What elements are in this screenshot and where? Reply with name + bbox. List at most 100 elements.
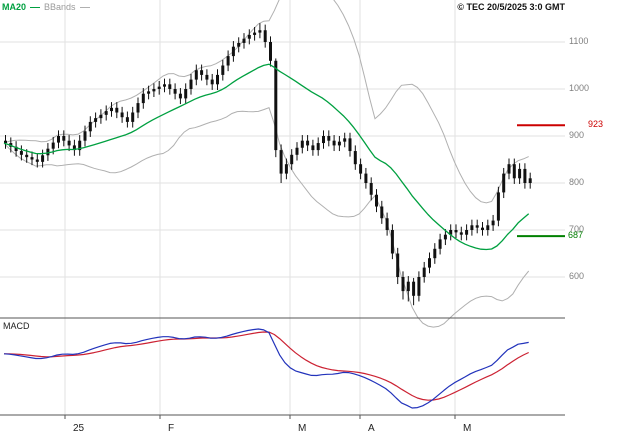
candle-body: [433, 248, 437, 259]
price-tick-label: 1000: [569, 83, 590, 93]
candle-body: [343, 138, 347, 142]
candle-body: [327, 136, 331, 141]
candle-body: [35, 159, 39, 162]
candle-body: [247, 34, 251, 39]
copyright-text: © TEC 20/5/2025 3:0 GMT: [457, 2, 565, 12]
candle-body: [72, 145, 76, 151]
time-axis-label: 25: [73, 423, 85, 434]
candle-body: [194, 70, 198, 80]
candle-body: [189, 79, 193, 89]
candle-body: [364, 173, 368, 183]
candle-body: [348, 138, 352, 152]
candle-body: [306, 140, 310, 146]
resistance-level-label: 923: [588, 119, 604, 129]
candle-body: [295, 147, 299, 155]
candle-body: [88, 121, 92, 132]
candle-body: [528, 178, 532, 183]
candle-body: [141, 93, 145, 104]
candle-body: [67, 140, 71, 146]
price-tick-label: 700: [569, 224, 585, 234]
candle-body: [385, 218, 389, 230]
candle-body: [41, 155, 45, 162]
candle-body: [200, 70, 204, 75]
candle-body: [173, 89, 177, 94]
candle-body: [157, 86, 161, 89]
legend: MA20 BBands: [2, 2, 90, 12]
time-axis-label: F: [168, 423, 175, 434]
candle-body: [290, 154, 294, 165]
candle-body: [401, 277, 405, 292]
candle-body: [481, 227, 484, 230]
candle-body: [46, 148, 50, 156]
candle-body: [518, 168, 522, 179]
candle-body: [216, 74, 219, 85]
candle-body: [438, 239, 442, 249]
candle-body: [152, 89, 156, 92]
candle-body: [205, 74, 209, 80]
price-tick-label: 1100: [569, 36, 589, 46]
candle-body: [120, 112, 124, 118]
bbands-legend-label: BBands: [44, 2, 76, 12]
ma20-line: [3, 63, 530, 251]
candle-body: [428, 258, 431, 268]
candle-body: [380, 206, 384, 219]
candle-body: [486, 225, 490, 230]
candle-body: [449, 230, 453, 235]
candle-body: [396, 253, 400, 277]
candle-body: [231, 46, 235, 57]
candle-body: [110, 107, 113, 112]
candle-body: [263, 30, 267, 42]
candle-body: [115, 107, 119, 113]
candle-body: [78, 140, 82, 151]
ma20-legend-swatch: [30, 6, 41, 8]
candle-body: [412, 281, 416, 296]
candle-body: [470, 225, 474, 230]
candle-body: [94, 118, 98, 122]
candle-body: [279, 150, 283, 174]
candle-body: [417, 277, 421, 296]
candle-body: [253, 32, 257, 35]
candle-body: [300, 140, 304, 148]
ma20-legend-label: MA20: [2, 2, 27, 12]
macd-panel-label: MACD: [3, 321, 30, 331]
candle-body: [14, 146, 18, 152]
candle-body: [390, 230, 394, 254]
candle-body: [4, 140, 7, 144]
candle-body: [104, 111, 108, 115]
candle-body: [443, 234, 447, 240]
support-level-label: 687: [568, 230, 584, 240]
candle-body: [242, 38, 246, 43]
candle-body: [512, 164, 516, 179]
candle-body: [332, 140, 336, 146]
candle-body: [168, 84, 172, 89]
candle-body: [57, 136, 60, 143]
candle-body: [475, 225, 479, 228]
price-tick-label: 800: [569, 177, 585, 187]
candle-body: [422, 267, 426, 277]
time-axis-label: M: [298, 423, 307, 434]
candle-body: [210, 79, 214, 85]
candle-body: [523, 168, 527, 183]
candle-body: [322, 136, 325, 144]
candle-body: [311, 145, 315, 151]
candle-body: [184, 89, 188, 99]
candle-body: [284, 164, 288, 174]
candle-body: [502, 173, 506, 193]
candle-body: [465, 230, 469, 235]
candle-body: [178, 93, 182, 99]
candle-body: [491, 220, 495, 226]
candle-body: [258, 30, 262, 33]
candle-body: [274, 60, 278, 151]
macd-signal-line: [3, 331, 529, 401]
candle-body: [454, 230, 458, 233]
candle-body: [226, 56, 230, 66]
candle-body: [337, 141, 341, 146]
time-axis-label: M: [463, 423, 472, 434]
candle-body: [51, 142, 55, 149]
candle-body: [507, 164, 511, 174]
bbands-legend-swatch: [79, 6, 90, 8]
price-tick-label: 600: [569, 271, 585, 281]
bollinger-lower-line: [3, 106, 530, 328]
